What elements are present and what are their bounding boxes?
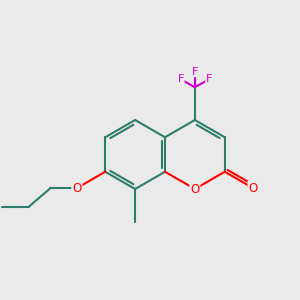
Text: F: F [192, 67, 198, 76]
Text: O: O [248, 182, 258, 195]
Text: F: F [206, 74, 212, 84]
Text: O: O [72, 182, 82, 195]
Text: O: O [190, 182, 200, 196]
Text: F: F [178, 74, 184, 84]
